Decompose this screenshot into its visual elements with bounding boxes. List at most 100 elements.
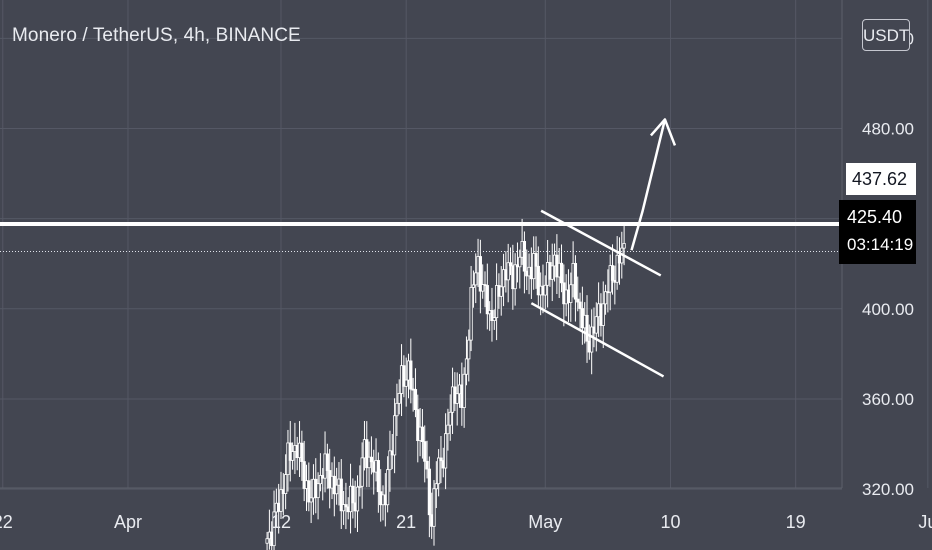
candle-body — [318, 475, 323, 485]
x-tick-label: May — [528, 512, 562, 532]
candle-body — [416, 409, 420, 442]
chart-title: Monero / TetherUS, 4h, BINANCE — [12, 25, 301, 46]
candle-body — [386, 469, 390, 506]
wedge-upper-line — [540, 209, 662, 277]
candle-body — [344, 504, 348, 508]
candle-body — [358, 485, 362, 488]
candle-body — [392, 415, 397, 456]
candle-body — [490, 310, 494, 321]
candle-body — [279, 489, 283, 512]
candle-body — [360, 457, 364, 487]
candle-body — [478, 256, 482, 292]
candle-body — [413, 389, 418, 410]
candle-body — [446, 424, 450, 435]
chart-grid — [0, 0, 929, 490]
candle-body — [439, 457, 443, 462]
candle-body — [474, 272, 478, 286]
candle-body — [615, 254, 619, 283]
currency-badge[interactable]: USDT — [862, 19, 910, 51]
candlestick-series — [265, 218, 626, 550]
candle-body — [302, 461, 306, 489]
x-tick-label: Apr — [114, 512, 142, 532]
candle-body — [395, 402, 399, 417]
candle-body — [518, 256, 522, 268]
candle-body — [335, 484, 339, 495]
candle-body — [569, 284, 573, 303]
candle-body — [601, 303, 605, 326]
candle-body — [316, 483, 320, 499]
candle-body — [492, 317, 496, 321]
candle-body — [543, 284, 547, 296]
candle-body — [307, 480, 311, 503]
candle-body — [339, 478, 343, 512]
candle-body — [448, 411, 452, 426]
candle-body — [559, 262, 564, 284]
candle-body — [534, 253, 538, 267]
candle-body — [550, 265, 554, 280]
candle-body — [376, 460, 380, 493]
candle-body — [409, 360, 413, 390]
candle-body — [420, 426, 425, 442]
x-tick-label: 22 — [0, 512, 13, 532]
candle-body — [513, 264, 517, 290]
candle-body — [536, 265, 540, 296]
candle-body — [397, 393, 401, 404]
candle-body — [585, 314, 589, 342]
candle-body — [388, 450, 392, 471]
horizontal-level-price-tag: 437.62 — [846, 163, 916, 195]
candle-body — [573, 263, 578, 300]
candle-body — [423, 441, 427, 462]
candle-body — [485, 285, 489, 315]
candle-body — [437, 457, 441, 485]
y-tick-label: 400.00 — [862, 300, 914, 319]
candle-body — [603, 291, 608, 305]
candle-body — [522, 241, 527, 272]
candle-body — [265, 538, 269, 544]
candle-body — [469, 287, 473, 341]
candle-body — [367, 456, 371, 469]
drawings — [0, 118, 842, 378]
y-tick-label: 360.00 — [862, 390, 914, 409]
candle-body — [355, 486, 360, 512]
x-tick-label: 19 — [786, 512, 806, 532]
candle-body — [369, 456, 374, 463]
candle-body — [284, 474, 288, 494]
last-price-box: 425.40 03:14:19 — [839, 200, 916, 264]
candle-body — [622, 243, 626, 249]
candle-body — [300, 442, 304, 462]
candle-body — [290, 451, 295, 461]
candle-body — [272, 511, 276, 547]
wedge-lower-line — [530, 302, 665, 378]
candle-body — [432, 488, 436, 527]
candle-body — [404, 379, 408, 387]
arrow-head — [649, 118, 677, 146]
candle-body — [325, 453, 329, 471]
x-tick-label: Ju — [918, 512, 932, 532]
candle-body — [576, 298, 580, 303]
candle-body — [578, 301, 582, 309]
y-tick-label: 320.00 — [862, 480, 914, 499]
candle-body — [481, 284, 485, 292]
candle-body — [443, 433, 448, 469]
candle-body — [427, 468, 431, 516]
candle-body — [462, 373, 466, 408]
last-price-value: 425.40 — [847, 207, 903, 227]
candle-body — [309, 497, 313, 503]
candle-body — [610, 265, 615, 281]
candle-body — [455, 393, 459, 404]
breakout-arrow — [630, 119, 667, 251]
candle-body — [467, 339, 471, 360]
candle-countdown: 03:14:19 — [847, 235, 914, 254]
candle-body — [365, 439, 369, 469]
candle-body — [590, 326, 594, 353]
candle-body — [351, 485, 355, 504]
candle-body — [341, 504, 346, 512]
candle-body — [402, 365, 406, 387]
candle-body — [499, 286, 503, 297]
candle-body — [425, 460, 429, 470]
candle-body — [471, 284, 476, 288]
candle-body — [508, 262, 513, 267]
candle-body — [506, 262, 510, 281]
candle-body — [434, 483, 438, 490]
